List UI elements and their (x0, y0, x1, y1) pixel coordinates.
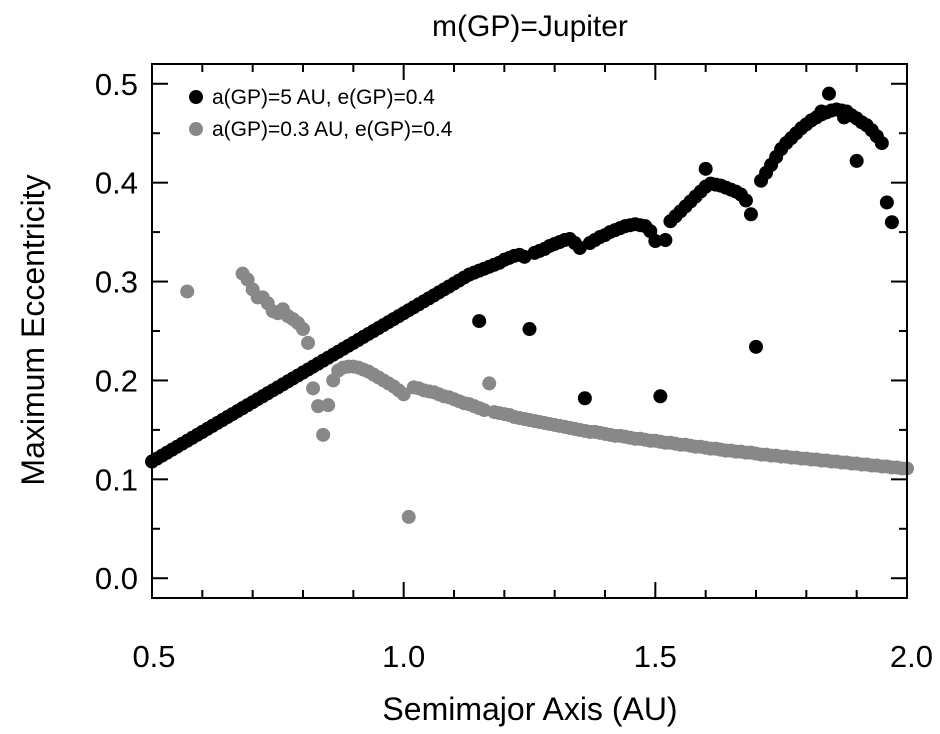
data-point-black (749, 339, 763, 354)
data-point-black (738, 193, 753, 208)
axis-ticks: 0.5 1.0 1.5 2.0 0.0 0.1 0.2 0.3 0.4 0.5 (95, 64, 933, 674)
y-tick-label: 0.0 (95, 561, 138, 596)
data-point-black (648, 234, 663, 249)
data-point-black (658, 233, 673, 248)
x-axis-label: Semimajor Axis (AU) (382, 691, 677, 727)
legend-marker-gray (189, 122, 203, 136)
data-point-gray (316, 427, 331, 442)
y-tick-label: 0.5 (95, 67, 138, 102)
x-tick-label: 2.0 (890, 639, 933, 674)
data-point-black (879, 195, 894, 210)
data-point-gray (311, 399, 326, 414)
x-tick-label: 0.5 (132, 639, 175, 674)
legend-label-gray: a(GP)=0.3 AU, e(GP)=0.4 (212, 118, 453, 141)
data-point-gray (301, 335, 316, 350)
x-tick-label: 1.5 (634, 639, 677, 674)
data-point-gray (321, 398, 336, 413)
data-point-black (814, 104, 829, 119)
data-point-gray (396, 387, 411, 402)
data-point-black (577, 391, 592, 406)
x-tick-label: 1.0 (382, 639, 425, 674)
data-point-black (522, 322, 537, 337)
legend-label-black: a(GP)=5 AU, e(GP)=0.4 (212, 86, 435, 109)
data-point-black (743, 207, 758, 222)
y-tick-label: 0.2 (95, 363, 138, 398)
data-point-gray (482, 376, 497, 391)
y-tick-label: 0.1 (95, 462, 138, 497)
data-point-gray (401, 509, 416, 524)
data-point-gray (306, 381, 321, 396)
data-point-black (653, 389, 668, 404)
chart-title: m(GP)=Jupiter (432, 10, 628, 43)
y-tick-label: 0.4 (95, 166, 138, 201)
data-point-black (472, 314, 487, 329)
y-axis-label: Maximum Eccentricity (15, 174, 51, 485)
data-point-black (884, 215, 899, 230)
y-tick-label: 0.3 (95, 265, 138, 300)
data-point-black (698, 161, 713, 176)
data-point-gray (180, 284, 195, 299)
plot-area (145, 86, 914, 524)
data-point-gray (296, 322, 310, 337)
data-point-black (821, 86, 836, 101)
data-point-black (874, 136, 889, 151)
legend: a(GP)=5 AU, e(GP)=0.4 a(GP)=0.3 AU, e(GP… (189, 86, 453, 141)
legend-marker-black (189, 90, 203, 104)
data-point-black (849, 153, 864, 168)
data-point-black (837, 110, 852, 125)
